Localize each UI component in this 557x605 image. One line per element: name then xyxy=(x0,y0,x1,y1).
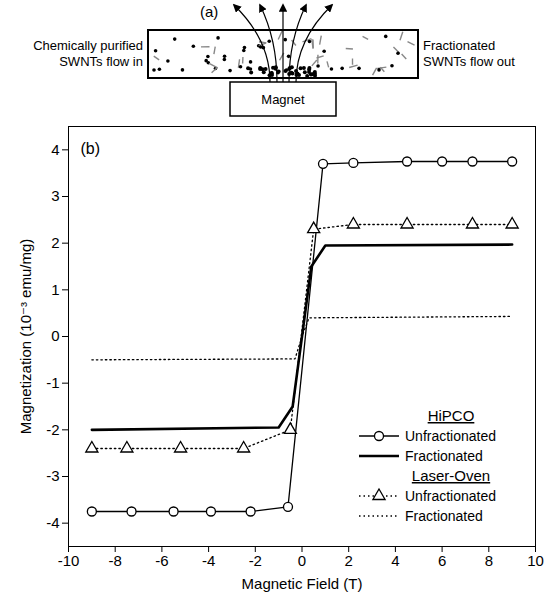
svg-text:Chemically purified: Chemically purified xyxy=(33,38,143,53)
svg-text:-2: -2 xyxy=(46,421,59,438)
svg-text:(b): (b) xyxy=(81,140,101,157)
svg-text:-3: -3 xyxy=(46,467,59,484)
svg-text:0: 0 xyxy=(51,327,59,344)
svg-text:SWNTs flow in: SWNTs flow in xyxy=(59,54,143,69)
svg-text:4: 4 xyxy=(51,141,59,158)
svg-text:Magnetic Field (T): Magnetic Field (T) xyxy=(242,575,363,592)
svg-text:Fractionated: Fractionated xyxy=(405,508,483,524)
svg-text:8: 8 xyxy=(485,552,493,569)
svg-text:-6: -6 xyxy=(155,552,168,569)
svg-text:SWNTs flow out: SWNTs flow out xyxy=(423,54,515,69)
svg-text:Unfractionated: Unfractionated xyxy=(405,428,496,444)
svg-text:4: 4 xyxy=(391,552,399,569)
svg-text:(a): (a) xyxy=(200,3,218,20)
svg-text:3: 3 xyxy=(51,187,59,204)
svg-text:-1: -1 xyxy=(46,374,59,391)
svg-text:Fractionated: Fractionated xyxy=(423,38,495,53)
svg-text:-4: -4 xyxy=(202,552,215,569)
svg-text:-2: -2 xyxy=(249,552,262,569)
svg-text:10: 10 xyxy=(527,552,544,569)
svg-text:2: 2 xyxy=(51,234,59,251)
svg-text:2: 2 xyxy=(345,552,353,569)
svg-text:Laser-Oven: Laser-Oven xyxy=(412,467,490,484)
svg-text:6: 6 xyxy=(438,552,446,569)
svg-text:Magnetization (10⁻³ emu/mg): Magnetization (10⁻³ emu/mg) xyxy=(17,239,34,435)
svg-text:Magnet: Magnet xyxy=(261,92,305,107)
svg-text:HiPCO: HiPCO xyxy=(428,407,475,424)
svg-text:1: 1 xyxy=(51,281,59,298)
svg-text:-8: -8 xyxy=(109,552,122,569)
svg-text:0: 0 xyxy=(298,552,306,569)
svg-text:Fractionated: Fractionated xyxy=(405,448,483,464)
svg-text:-10: -10 xyxy=(58,552,80,569)
svg-text:-4: -4 xyxy=(46,514,59,531)
svg-text:Unfractionated: Unfractionated xyxy=(405,488,496,504)
